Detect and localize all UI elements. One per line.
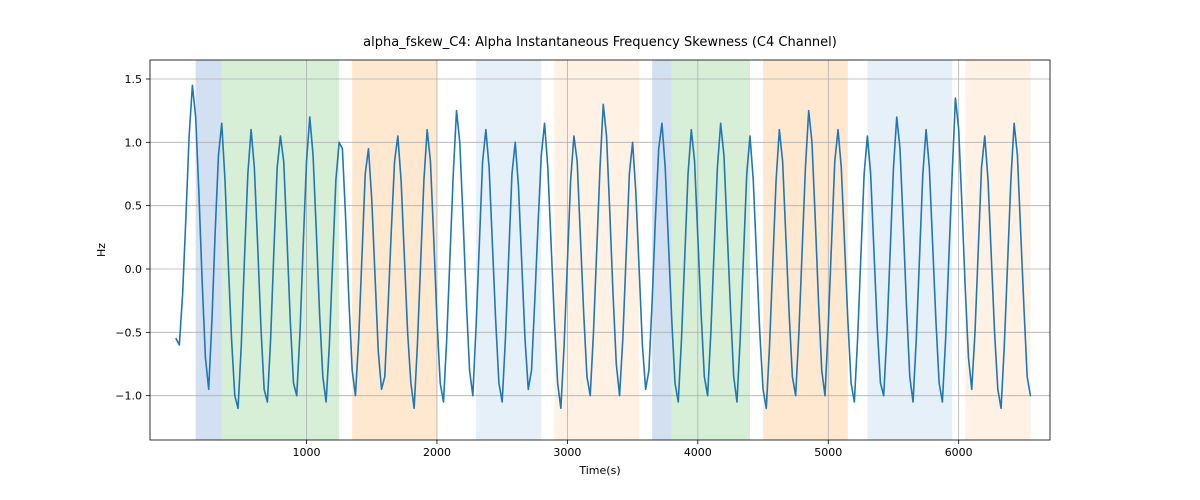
chart-title: alpha_fskew_C4: Alpha Instantaneous Freq… — [363, 35, 837, 50]
x-ticks: 1000 2000 3000 4000 5000 6000 — [293, 440, 973, 459]
background-bands — [196, 60, 1031, 440]
x-tick-label: 2000 — [423, 446, 451, 459]
x-tick-label: 1000 — [293, 446, 321, 459]
x-tick-label: 6000 — [945, 446, 973, 459]
y-tick-label: 1.5 — [125, 73, 143, 86]
y-tick-label: 0.5 — [125, 200, 143, 213]
x-tick-label: 4000 — [684, 446, 712, 459]
y-tick-label: −0.5 — [115, 326, 142, 339]
y-tick-label: 0.0 — [125, 263, 143, 276]
y-tick-label: −1.0 — [115, 390, 142, 403]
x-tick-label: 3000 — [553, 446, 581, 459]
chart-svg: 1000 2000 3000 4000 5000 6000 −1.0 −0.5 0.0 0.5 1.… — [0, 0, 1200, 500]
chart-container: 1000 2000 3000 4000 5000 6000 −1.0 −0.5 0.0 0.5 1.… — [0, 0, 1200, 500]
band-7 — [763, 60, 848, 440]
band-2 — [352, 60, 437, 440]
y-axis-label: Hz — [95, 243, 108, 257]
x-tick-label: 5000 — [814, 446, 842, 459]
x-axis-label: Time(s) — [578, 464, 620, 477]
y-tick-label: 1.0 — [125, 136, 143, 149]
y-ticks: −1.0 −0.5 0.0 0.5 1.0 1.5 — [115, 73, 150, 403]
